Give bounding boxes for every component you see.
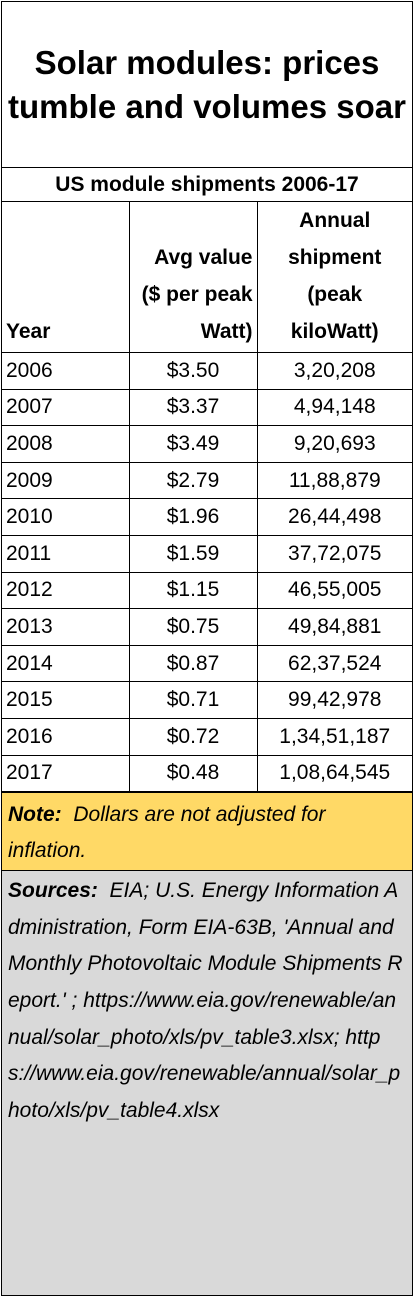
- note-block: Note: Dollars are not adjusted for infla…: [2, 792, 412, 871]
- table-subtitle-text: US module shipments 2006-17: [55, 172, 359, 196]
- table-row: 2011 $1.59 37,72,075: [2, 534, 412, 573]
- shipments-table: Year Avg value ($ per peak Watt) Annual …: [2, 202, 412, 793]
- year-cell: 2016: [2, 717, 130, 756]
- year-cell: 2015: [2, 681, 130, 719]
- avg-value-cell: $1.59: [128, 534, 258, 573]
- year-cell: 2008: [2, 425, 130, 463]
- avg-value-cell: $0.72: [128, 717, 258, 756]
- avg-value-cell: $1.96: [128, 498, 258, 536]
- table-title-text: Solar modules: prices tumble and volumes…: [8, 43, 406, 125]
- header-row: Year Avg value ($ per peak Watt) Annual …: [2, 202, 412, 353]
- note-label: Note:: [8, 803, 62, 827]
- table-row: 2009 $2.79 11,88,879: [2, 461, 412, 500]
- shipment-cell: 11,88,879: [256, 461, 412, 500]
- year-cell: 2013: [2, 608, 130, 646]
- year-cell: 2017: [2, 754, 130, 793]
- shipment-cell: 26,44,498: [256, 498, 412, 536]
- table-row: 2017 $0.48 1,08,64,545: [2, 754, 412, 793]
- sources-text: EIA; U.S. Energy Information Administrat…: [8, 879, 403, 1122]
- shipment-cell: 9,20,693: [256, 425, 412, 463]
- shipment-cell: 1,08,64,545: [256, 754, 412, 793]
- shipment-cell: 3,20,208: [256, 352, 412, 390]
- table-title: Solar modules: prices tumble and volumes…: [2, 2, 412, 168]
- avg-value-cell: $1.15: [128, 571, 258, 610]
- year-cell: 2009: [2, 461, 130, 500]
- shipment-cell: 99,42,978: [256, 681, 412, 719]
- table-row: 2006 $3.50 3,20,208: [2, 352, 412, 390]
- avg-value-cell: $0.71: [128, 681, 258, 719]
- table-row: 2008 $3.49 9,20,693: [2, 425, 412, 463]
- shipment-cell: 37,72,075: [256, 534, 412, 573]
- note-text: Dollars are not adjusted for inflation.: [8, 803, 326, 863]
- table-row: 2012 $1.15 46,55,005: [2, 571, 412, 610]
- year-cell: 2007: [2, 388, 130, 427]
- shipment-cell: 49,84,881: [256, 608, 412, 646]
- column-header-annual-shipment: Annual shipment (peak kiloWatt): [256, 202, 412, 353]
- table-row: 2014 $0.87 62,37,524: [2, 644, 412, 683]
- table-subtitle: US module shipments 2006-17: [2, 168, 412, 202]
- table-body: 2006 $3.50 3,20,208 2007 $3.37 4,94,148 2008 $3…: [2, 352, 412, 793]
- year-cell: 2006: [2, 352, 130, 390]
- avg-value-cell: $3.37: [128, 388, 258, 427]
- avg-value-cell: $0.48: [128, 754, 258, 793]
- avg-value-cell: $0.87: [128, 644, 258, 683]
- shipment-cell: 4,94,148: [256, 388, 412, 427]
- year-cell: 2011: [2, 534, 130, 573]
- year-cell: 2010: [2, 498, 130, 536]
- avg-value-cell: $3.50: [128, 352, 258, 390]
- column-header-avg-value: Avg value ($ per peak Watt): [128, 202, 258, 353]
- shipment-cell: 1,34,51,187: [256, 717, 412, 756]
- shipment-cell: 46,55,005: [256, 571, 412, 610]
- year-cell: 2014: [2, 644, 130, 683]
- avg-value-cell: $2.79: [128, 461, 258, 500]
- shipment-cell: 62,37,524: [256, 644, 412, 683]
- avg-value-cell: $0.75: [128, 608, 258, 646]
- table-row: 2010 $1.96 26,44,498: [2, 498, 412, 536]
- sources-block: Sources: EIA; U.S. Energy Information Ad…: [2, 870, 412, 1296]
- table-row: 2013 $0.75 49,84,881: [2, 608, 412, 646]
- table-row: 2015 $0.71 99,42,978: [2, 681, 412, 719]
- avg-value-cell: $3.49: [128, 425, 258, 463]
- column-header-year: Year: [2, 202, 130, 353]
- table-row: 2016 $0.72 1,34,51,187: [2, 717, 412, 756]
- year-cell: 2012: [2, 571, 130, 610]
- sources-label: Sources:: [8, 879, 98, 903]
- table-row: 2007 $3.37 4,94,148: [2, 388, 412, 427]
